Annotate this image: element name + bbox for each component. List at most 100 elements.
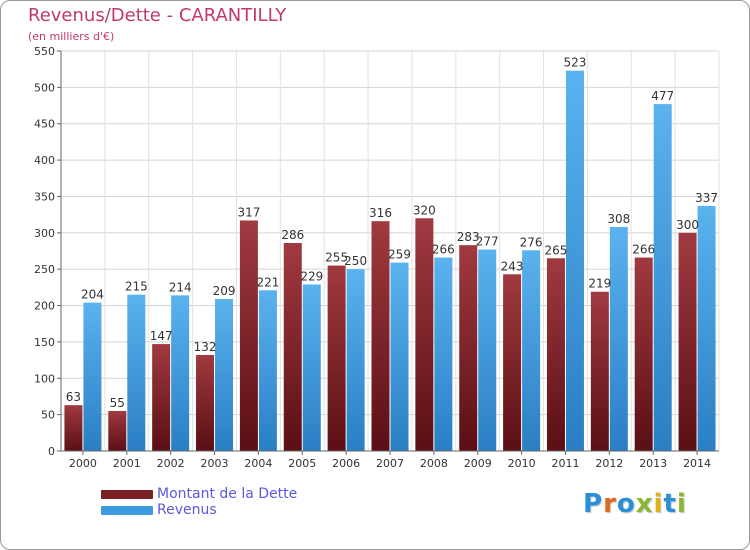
x-tick-label: 2004 — [244, 457, 272, 470]
bar-debt-2008 — [415, 218, 434, 451]
legend-swatch-debt — [101, 490, 153, 499]
bar-revenue-2009 — [478, 249, 497, 451]
x-tick-label: 2011 — [551, 457, 579, 470]
bar-debt-2014 — [678, 232, 697, 451]
bar-revenue-2011 — [565, 70, 584, 452]
bar-revenue-2005 — [302, 284, 321, 451]
logo-letter: P — [583, 489, 604, 519]
y-tick-label: 50 — [41, 409, 55, 422]
bar-debt-2003 — [196, 355, 215, 451]
axes: 0 50 100 150 200 250 300 350 400 450 500 550 2000 200… — [34, 45, 719, 470]
label-debt-2013: 266 — [632, 243, 655, 257]
y-tick-label: 250 — [34, 263, 55, 276]
label-debt-2005: 286 — [281, 228, 304, 242]
y-tick-label: 550 — [34, 45, 55, 58]
x-tick-label: 2014 — [683, 457, 711, 470]
logo-letter: t — [663, 489, 677, 519]
bars — [64, 70, 716, 452]
bar-revenue-2012 — [609, 227, 628, 451]
bar-debt-2013 — [634, 257, 653, 451]
label-revenue-2000: 204 — [81, 288, 104, 302]
bar-debt-2002 — [152, 344, 171, 451]
y-tick-label: 150 — [34, 336, 55, 349]
label-debt-2010: 243 — [501, 259, 524, 273]
label-revenue-2012: 308 — [607, 212, 630, 226]
grid — [60, 50, 720, 452]
y-tick-label: 100 — [34, 372, 55, 385]
label-revenue-2011: 523 — [564, 56, 587, 70]
bar-revenue-2000 — [83, 302, 102, 451]
x-tick-label: 2006 — [332, 457, 360, 470]
x-tick-label: 2002 — [157, 457, 185, 470]
logo-letter: i — [653, 489, 664, 519]
logo-letter: r — [603, 489, 617, 519]
x-tick-label: 2007 — [376, 457, 404, 470]
label-debt-2003: 132 — [194, 340, 217, 354]
bar-revenue-2002 — [171, 295, 190, 451]
x-tick-label: 2008 — [420, 457, 448, 470]
bar-chart: 6320455215147214132209317221286229255250… — [34, 45, 720, 470]
label-revenue-2007: 259 — [388, 248, 411, 262]
label-revenue-2013: 477 — [651, 89, 674, 103]
label-revenue-2003: 209 — [213, 284, 236, 298]
label-debt-2014: 300 — [676, 218, 699, 232]
y-tick-label: 400 — [34, 154, 55, 167]
label-revenue-2001: 215 — [125, 280, 148, 294]
y-tick-label: 0 — [48, 445, 55, 458]
label-revenue-2002: 214 — [169, 280, 192, 294]
bar-debt-2009 — [459, 245, 478, 451]
bar-revenue-2008 — [434, 257, 453, 451]
bar-revenue-2014 — [697, 205, 716, 451]
label-debt-2009: 283 — [457, 230, 480, 244]
bar-debt-2004 — [239, 220, 258, 451]
bar-debt-2010 — [503, 274, 522, 451]
x-tick-label: 2013 — [639, 457, 667, 470]
x-tick-label: 2009 — [464, 457, 492, 470]
y-tick-label: 300 — [34, 227, 55, 240]
bar-revenue-2010 — [522, 250, 541, 451]
chart-subtitle: (en milliers d'€) — [28, 30, 115, 43]
label-debt-2002: 147 — [150, 329, 173, 343]
x-tick-label: 2003 — [201, 457, 229, 470]
legend-swatch-revenue — [101, 506, 153, 515]
y-tick-label: 500 — [34, 81, 55, 94]
bar-revenue-2006 — [346, 269, 365, 451]
logo-letter: o — [616, 489, 636, 519]
bar-debt-2007 — [371, 221, 390, 451]
label-revenue-2009: 277 — [476, 235, 499, 249]
label-revenue-2006: 250 — [344, 254, 367, 268]
x-tick-label: 2005 — [288, 457, 316, 470]
y-tick-label: 200 — [34, 300, 55, 313]
bar-revenue-2003 — [215, 299, 234, 451]
logo-letter: i — [676, 489, 687, 519]
bar-debt-2000 — [64, 405, 83, 451]
legend-label-revenue: Revenus — [157, 502, 217, 518]
bar-debt-2012 — [590, 291, 609, 451]
bar-debt-2001 — [108, 411, 127, 451]
bar-debt-2011 — [546, 258, 565, 451]
label-debt-2000: 63 — [66, 390, 81, 404]
label-debt-2006: 255 — [325, 251, 348, 265]
chart-title: Revenus/Dette - CARANTILLY — [28, 5, 287, 26]
label-revenue-2005: 229 — [300, 269, 323, 283]
proxiti-logo: Proxiti — [583, 489, 687, 519]
label-debt-2012: 219 — [588, 277, 611, 291]
label-revenue-2004: 221 — [256, 275, 279, 289]
bar-debt-2006 — [327, 265, 346, 451]
label-debt-2011: 265 — [545, 243, 568, 257]
logo-letter: x — [635, 489, 654, 519]
bar-revenue-2013 — [653, 104, 672, 451]
label-revenue-2010: 276 — [520, 235, 543, 249]
x-tick-label: 2012 — [595, 457, 623, 470]
legend-label-debt: Montant de la Dette — [157, 486, 298, 502]
bar-revenue-2001 — [127, 294, 146, 451]
data-labels: 63 204 55 215 147 214 132 209 317 221 286 229255250… — [66, 56, 718, 410]
bar-revenue-2004 — [258, 290, 277, 451]
label-debt-2007: 316 — [369, 206, 392, 220]
y-tick-label: 350 — [34, 190, 55, 203]
x-tick-label: 2000 — [69, 457, 97, 470]
bar-debt-2005 — [283, 243, 302, 451]
label-debt-2001: 55 — [110, 396, 125, 410]
label-revenue-2014: 337 — [695, 191, 718, 205]
